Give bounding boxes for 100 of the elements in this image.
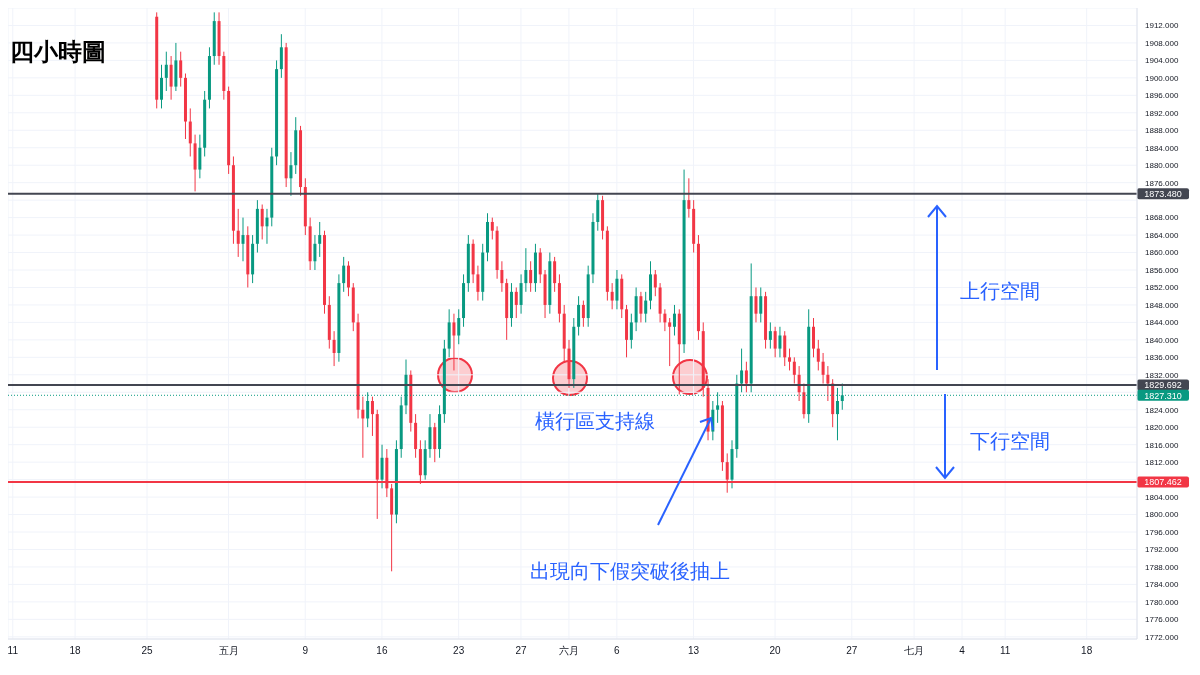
annotation: 出現向下假突破後抽上 <box>530 559 730 584</box>
candlestick <box>313 234 317 271</box>
annotation: 橫行區支持線 <box>535 409 655 434</box>
y-tick-label: 1788.000 <box>1145 562 1179 572</box>
y-tick-label: 1816.000 <box>1145 440 1179 450</box>
candlestick <box>279 33 283 79</box>
candlestick <box>821 352 825 385</box>
candlestick <box>370 396 374 437</box>
y-tick-label: 1824.000 <box>1145 405 1179 415</box>
candlestick <box>260 204 264 240</box>
y-tick-label: 1776.000 <box>1145 615 1179 625</box>
x-tick-label: 18 <box>69 645 82 657</box>
candlestick <box>332 330 336 367</box>
candlestick <box>653 269 657 297</box>
candlestick <box>318 221 322 258</box>
candlestick <box>672 304 676 337</box>
x-tick-label: 20 <box>769 645 782 657</box>
y-tick-label: 1912.000 <box>1145 21 1179 31</box>
y-tick-label: 1864.000 <box>1145 230 1179 240</box>
y-tick-label: 1904.000 <box>1145 56 1179 66</box>
y-tick-label: 1880.000 <box>1145 161 1179 171</box>
candlestick <box>519 273 523 315</box>
x-tick-label: 23 <box>453 645 465 657</box>
candlestick <box>342 256 346 293</box>
y-tick-label: 1884.000 <box>1145 143 1179 153</box>
candlestick <box>783 330 787 367</box>
x-tick-label: 18 <box>1081 645 1093 657</box>
candlestick <box>457 308 461 345</box>
candlestick <box>289 151 293 197</box>
y-tick-label: 1844.000 <box>1145 318 1179 328</box>
y-tick-label: 1792.000 <box>1145 545 1179 555</box>
x-tick-label: 六月 <box>558 645 579 657</box>
y-tick-label: 1908.000 <box>1145 38 1179 48</box>
candlestick <box>428 413 432 459</box>
candlestick <box>792 356 796 385</box>
candlestick <box>476 265 480 302</box>
candlestick <box>773 326 777 358</box>
y-tick-label: 1896.000 <box>1145 91 1179 101</box>
ref-line-label: 1829.692 <box>1144 380 1182 391</box>
candlestick <box>169 55 173 101</box>
candlestick <box>160 64 164 109</box>
candlestick <box>188 107 192 157</box>
candlestick <box>778 326 782 358</box>
candlestick <box>744 361 748 393</box>
candlestick <box>236 208 240 258</box>
y-tick-label: 1856.000 <box>1145 265 1179 275</box>
candlestick <box>639 291 643 323</box>
candlestick <box>380 444 384 489</box>
x-tick-label: 6 <box>614 645 621 657</box>
candlestick <box>500 260 504 293</box>
candlestick <box>768 321 772 350</box>
candlestick <box>452 313 456 371</box>
y-tick-label: 1820.000 <box>1145 423 1179 433</box>
x-tick-label: 16 <box>376 645 388 657</box>
text: 四小時圖 <box>10 37 106 67</box>
candlestick <box>687 177 691 219</box>
y-tick-label: 1780.000 <box>1145 597 1179 607</box>
y-tick-label: 1812.000 <box>1145 457 1179 467</box>
y-tick-label: 1848.000 <box>1145 300 1179 310</box>
candlestick <box>644 291 648 323</box>
y-tick-label: 1800.000 <box>1145 510 1179 520</box>
y-tick-label: 1836.000 <box>1145 353 1179 363</box>
y-tick-label: 1900.000 <box>1145 73 1179 83</box>
candlestick <box>812 317 815 358</box>
x-tick-label: 13 <box>687 645 700 657</box>
candlestick <box>433 422 437 463</box>
candlestick <box>615 269 619 310</box>
candlestick <box>596 193 600 232</box>
y-tick-label: 1868.000 <box>1145 213 1179 223</box>
x-tick-label: 27 <box>515 645 527 657</box>
y-tick-label: 1772.000 <box>1145 632 1179 642</box>
candlestick <box>759 286 763 323</box>
x-tick-label: 25 <box>141 645 154 657</box>
candlestick <box>577 295 581 337</box>
candlestick <box>610 282 614 310</box>
candlestick <box>524 247 528 293</box>
candlestick <box>241 217 245 262</box>
candlestick <box>514 286 518 319</box>
candlestick <box>346 260 350 297</box>
y-tick-label: 1840.000 <box>1145 335 1179 345</box>
ref-line-label: 1827.310 <box>1144 390 1182 401</box>
y-tick-label: 1832.000 <box>1145 370 1179 380</box>
candlestick <box>164 51 168 92</box>
y-tick-label: 1876.000 <box>1145 178 1179 188</box>
candlestick <box>265 208 269 245</box>
candlestick <box>198 134 202 179</box>
y-tick-label: 1852.000 <box>1145 283 1179 293</box>
y-tick-label: 1888.000 <box>1145 126 1179 136</box>
candlestick <box>740 348 744 393</box>
x-tick-label: 五月 <box>218 645 239 657</box>
x-tick-label: 4 <box>959 645 966 657</box>
x-tick-label: 11 <box>7 645 19 657</box>
candlestick <box>788 348 792 371</box>
candlestick <box>179 51 183 88</box>
candlestick <box>816 339 820 371</box>
ref-line-label: 1873.480 <box>1144 189 1182 200</box>
candlestick <box>529 260 533 293</box>
y-tick-label: 1784.000 <box>1145 580 1179 590</box>
candlestick <box>668 317 672 367</box>
annotation: 下行空間 <box>970 429 1050 454</box>
